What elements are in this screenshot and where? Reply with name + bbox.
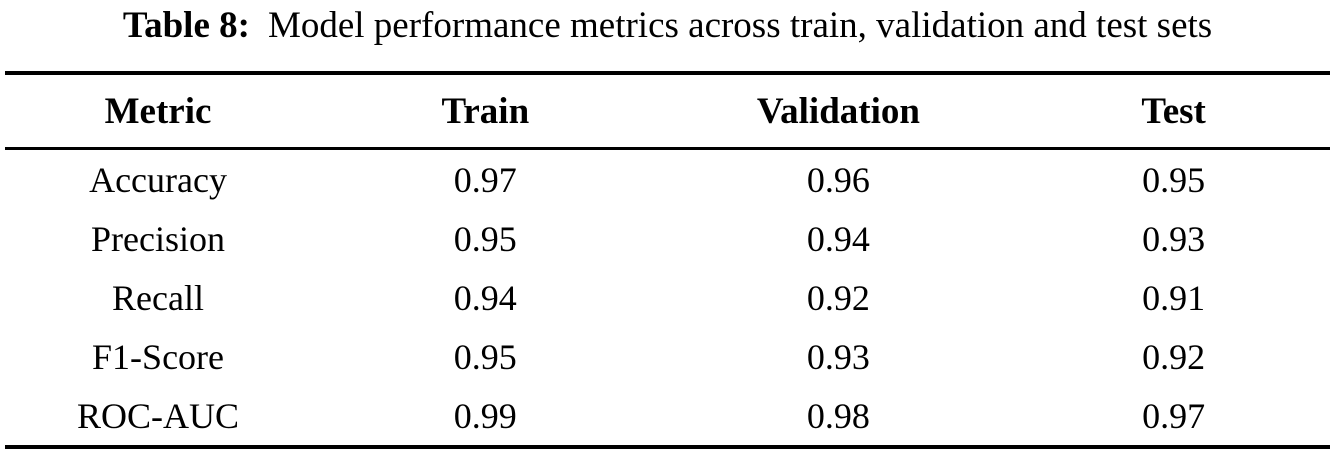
header-row: Metric Train Validation Test bbox=[5, 73, 1330, 150]
cell-validation: 0.92 bbox=[806, 277, 870, 318]
column-header-test: Test bbox=[1017, 73, 1330, 150]
cell-metric: Accuracy bbox=[89, 159, 227, 200]
column-header-validation: Validation bbox=[659, 73, 1018, 150]
column-header-train: Train bbox=[311, 73, 660, 150]
cell-train: 0.97 bbox=[453, 159, 517, 200]
cell-test: 0.92 bbox=[1142, 336, 1206, 377]
table-row: ROC-AUC 0.99 0.98 0.97 bbox=[5, 386, 1330, 447]
cell-validation: 0.98 bbox=[806, 395, 870, 436]
cell-test: 0.93 bbox=[1142, 218, 1206, 259]
table-row: Accuracy 0.97 0.96 0.95 bbox=[5, 149, 1330, 210]
cell-train: 0.99 bbox=[453, 395, 517, 436]
table-caption: Table 8: Model performance metrics acros… bbox=[0, 0, 1335, 71]
cell-test: 0.97 bbox=[1142, 395, 1206, 436]
table-row: F1-Score 0.95 0.93 0.92 bbox=[5, 327, 1330, 386]
cell-test: 0.91 bbox=[1142, 277, 1206, 318]
table-caption-text: Model performance metrics across train, … bbox=[267, 5, 1213, 46]
cell-validation: 0.94 bbox=[806, 218, 870, 259]
table-row: Precision 0.95 0.94 0.93 bbox=[5, 209, 1330, 268]
cell-metric: Recall bbox=[112, 277, 204, 318]
metrics-table: Metric Train Validation Test Accuracy 0.… bbox=[5, 71, 1330, 449]
table-caption-label: Table 8: bbox=[122, 5, 250, 46]
cell-test: 0.95 bbox=[1142, 159, 1206, 200]
cell-train: 0.95 bbox=[453, 218, 517, 259]
cell-validation: 0.96 bbox=[806, 159, 870, 200]
column-header-metric: Metric bbox=[5, 73, 312, 150]
cell-train: 0.95 bbox=[453, 336, 517, 377]
cell-train: 0.94 bbox=[453, 277, 517, 318]
cell-metric: ROC-AUC bbox=[77, 395, 240, 436]
cell-metric: F1-Score bbox=[92, 336, 225, 377]
cell-validation: 0.93 bbox=[806, 336, 870, 377]
cell-metric: Precision bbox=[91, 218, 226, 259]
table-row: Recall 0.94 0.92 0.91 bbox=[5, 268, 1330, 327]
